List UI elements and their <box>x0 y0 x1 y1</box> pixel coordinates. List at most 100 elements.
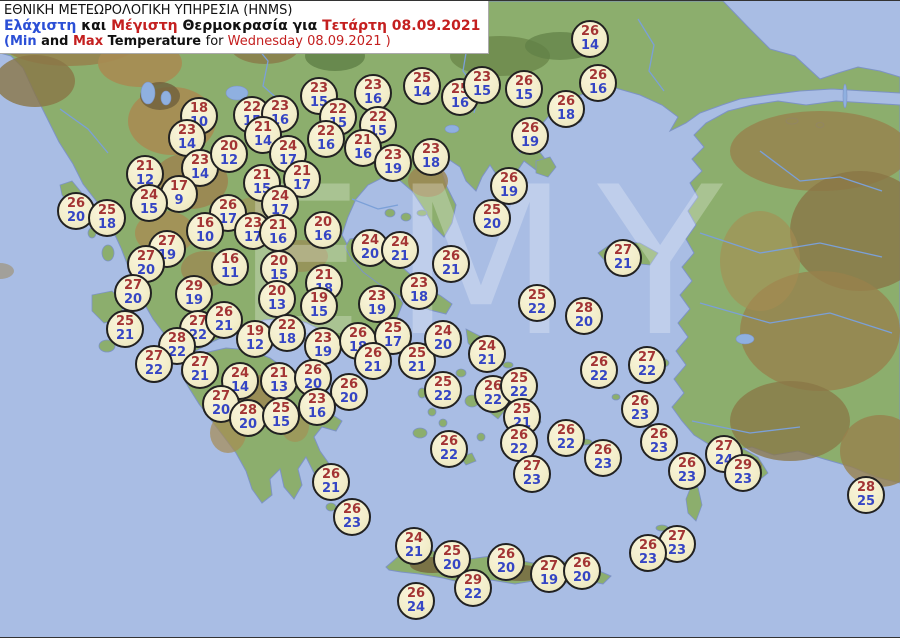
temp-bubble: 16 11 <box>211 248 249 286</box>
min-temp: 16 <box>307 405 327 421</box>
min-temp: 19 <box>520 134 540 150</box>
max-temp: 26 <box>303 362 323 378</box>
min-temp: 23 <box>677 469 697 485</box>
min-temp: 19 <box>383 161 403 177</box>
min-temp: 16 <box>268 231 288 247</box>
min-temp: 22 <box>439 447 459 463</box>
min-temp: 20 <box>123 291 143 307</box>
temp-bubble: 25 18 <box>88 199 126 237</box>
max-temp: 27 <box>211 388 231 404</box>
temp-bubble: 23 16 <box>354 74 392 112</box>
max-temp: 29 <box>184 278 204 294</box>
max-temp: 23 <box>472 69 492 85</box>
max-temp: 25 <box>97 202 117 218</box>
max-temp: 25 <box>271 400 291 416</box>
min-temp: 14 <box>412 84 432 100</box>
min-temp: 20 <box>482 216 502 232</box>
temp-bubble: 27 20 <box>127 245 165 283</box>
max-temp: 26 <box>496 546 516 562</box>
min-temp: 19 <box>184 292 204 308</box>
temp-bubble: 23 15 <box>463 66 501 104</box>
max-temp: 26 <box>363 345 383 361</box>
max-temp: 21 <box>252 167 272 183</box>
min-temp: 16 <box>588 81 608 97</box>
min-temp: 18 <box>421 155 441 171</box>
max-temp: 25 <box>433 374 453 390</box>
max-temp: 26 <box>556 422 576 438</box>
max-temp: 22 <box>328 101 348 117</box>
temp-bubble: 25 22 <box>518 284 556 322</box>
max-temp: 27 <box>539 558 559 574</box>
lakes-group <box>140 81 848 345</box>
temp-bubble: 26 20 <box>487 543 525 581</box>
max-temp: 27 <box>522 458 542 474</box>
min-temp: 14 <box>230 379 250 395</box>
temp-bubble: 21 16 <box>259 214 297 252</box>
max-temp: 27 <box>157 233 177 249</box>
max-temp: 26 <box>66 195 86 211</box>
max-temp: 24 <box>230 365 250 381</box>
temp-bubble: 26 21 <box>312 463 350 501</box>
temp-bubble: 22 16 <box>307 120 345 158</box>
max-temp: 20 <box>313 214 333 230</box>
temp-bubble: 27 22 <box>628 346 666 384</box>
min-temp: 17 <box>218 211 238 227</box>
max-temp: 23 <box>313 330 333 346</box>
temp-bubble: 19 12 <box>236 320 274 358</box>
temp-bubble: 27 22 <box>135 345 173 383</box>
min-temp: 21 <box>404 544 424 560</box>
min-temp: 21 <box>441 262 461 278</box>
temp-bubble: 26 19 <box>511 117 549 155</box>
max-temp: 26 <box>593 442 613 458</box>
max-temp: 23 <box>307 391 327 407</box>
max-temp: 24 <box>404 530 424 546</box>
min-temp: 14 <box>177 136 197 152</box>
max-temp: 23 <box>363 77 383 93</box>
max-temp: 26 <box>499 170 519 186</box>
min-temp: 18 <box>97 216 117 232</box>
max-temp: 25 <box>512 401 532 417</box>
max-temp: 26 <box>406 585 426 601</box>
max-temp: 27 <box>144 348 164 364</box>
max-temp: 22 <box>316 123 336 139</box>
title-segment: (Min <box>4 34 42 49</box>
min-temp: 22 <box>433 388 453 404</box>
max-temp: 21 <box>314 267 334 283</box>
title-segment: Wednesday 08.09.2021 ) <box>227 34 391 49</box>
title-segment: for <box>205 34 228 49</box>
temp-bubble: 26 18 <box>547 90 585 128</box>
temp-bubble: 28 25 <box>847 476 885 514</box>
max-temp: 23 <box>421 141 441 157</box>
min-temp: 18 <box>409 289 429 305</box>
min-temp: 20 <box>238 416 258 432</box>
temp-bubble: 29 23 <box>724 454 762 492</box>
min-temp: 23 <box>638 551 658 567</box>
min-temp: 17 <box>292 177 312 193</box>
temp-bubble: 26 23 <box>629 534 667 572</box>
min-temp: 21 <box>407 359 427 375</box>
temp-bubble: 23 16 <box>298 388 336 426</box>
max-temp: 23 <box>243 215 263 231</box>
min-temp: 15 <box>514 87 534 103</box>
temp-bubble: 26 23 <box>640 423 678 461</box>
min-temp: 21 <box>115 327 135 343</box>
max-temp: 26 <box>572 555 592 571</box>
max-temp: 26 <box>649 426 669 442</box>
min-temp: 12 <box>245 337 265 353</box>
min-temp: 19 <box>539 572 559 588</box>
min-temp: 17 <box>383 334 403 350</box>
max-temp: 20 <box>219 138 239 154</box>
min-temp: 19 <box>367 302 387 318</box>
max-temp: 23 <box>309 80 329 96</box>
min-temp: 21 <box>190 368 210 384</box>
min-temp: 14 <box>580 37 600 53</box>
max-temp: 27 <box>190 354 210 370</box>
min-temp: 15 <box>271 414 291 430</box>
min-temp: 13 <box>267 297 287 313</box>
min-temp: 21 <box>390 248 410 264</box>
min-temp: 20 <box>433 337 453 353</box>
temp-bubble: 26 23 <box>621 390 659 428</box>
min-temp: 19 <box>499 184 519 200</box>
temp-bubble: 27 21 <box>181 351 219 389</box>
